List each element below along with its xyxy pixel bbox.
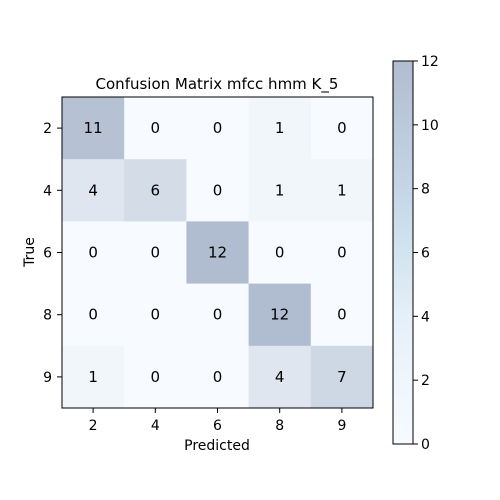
y-tick-label: 4 (43, 183, 52, 199)
y-axis-ticks: 2 4 6 8 9 (43, 121, 62, 386)
x-tick-label: 4 (151, 418, 160, 434)
x-axis-label: Predicted (184, 438, 250, 454)
cell-value-label: 0 (337, 119, 347, 137)
cell-value-label: 0 (275, 244, 285, 262)
cell-value-label: 1 (275, 181, 285, 199)
cell-value-label: 0 (337, 244, 347, 262)
cell-value-label: 1 (88, 368, 98, 386)
cell-value-label: 0 (88, 244, 98, 262)
x-tick-label: 8 (275, 418, 284, 434)
colorbar-ticks: 0 2 4 6 8 10 12 (413, 54, 439, 453)
y-axis-label: True (22, 237, 38, 268)
colorbar-tick-label: 10 (421, 118, 439, 134)
cell-value-label: 0 (151, 119, 161, 137)
y-tick-label: 2 (43, 121, 52, 137)
cell-value-label: 11 (84, 119, 103, 137)
y-tick-label: 9 (43, 370, 52, 386)
cell-value-label: 12 (270, 306, 289, 324)
y-tick-label: 6 (43, 246, 52, 262)
x-axis-ticks: 2 4 6 8 9 (89, 408, 347, 434)
cell-value-label: 0 (88, 306, 98, 324)
x-tick-label: 6 (213, 418, 222, 434)
cell-value-label: 0 (213, 306, 223, 324)
colorbar-tick-label: 4 (421, 309, 430, 325)
x-tick-label: 2 (89, 418, 98, 434)
cell-value-label: 0 (213, 368, 223, 386)
cell-value-label: 4 (88, 181, 98, 199)
colorbar-tick-label: 6 (421, 246, 430, 262)
cell-value-label: 6 (151, 181, 161, 199)
colorbar-tick-label: 12 (421, 54, 439, 70)
cell-value-label: 0 (151, 244, 161, 262)
chart-title: Confusion Matrix mfcc hmm K_5 (96, 75, 339, 94)
colorbar-tick-label: 0 (421, 437, 430, 453)
y-tick-label: 8 (43, 308, 52, 324)
cell-value-label: 0 (151, 368, 161, 386)
cell-value-label: 7 (337, 368, 347, 386)
colorbar-tick-label: 2 (421, 373, 430, 389)
cell-value-label: 0 (213, 119, 223, 137)
colorbar-tick-label: 8 (421, 182, 430, 198)
cell-value-label: 4 (275, 368, 285, 386)
cell-value-label: 1 (275, 119, 285, 137)
x-tick-label: 9 (337, 418, 346, 434)
cell-value-label: 0 (337, 306, 347, 324)
cell-value-label: 0 (151, 306, 161, 324)
cell-value-label: 1 (337, 181, 347, 199)
cell-value-label: 0 (213, 181, 223, 199)
cell-value-label: 12 (208, 244, 227, 262)
colorbar (393, 61, 413, 444)
